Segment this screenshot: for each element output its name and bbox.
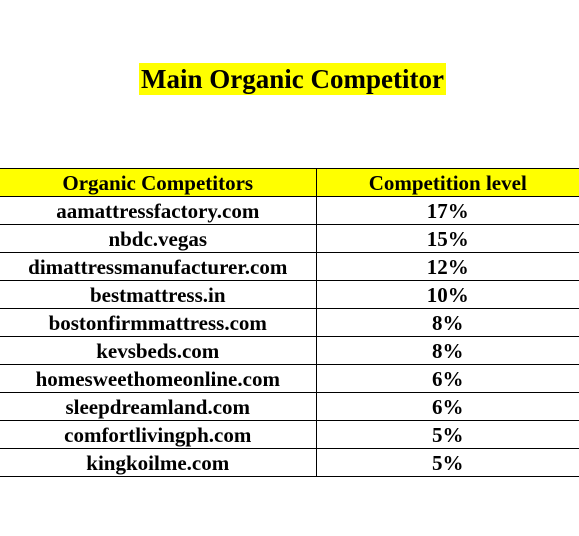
- competitor-domain: bostonfirmmattress.com: [0, 308, 317, 337]
- competitor-domain: nbdc.vegas: [0, 224, 317, 253]
- competition-level: 10%: [315, 280, 579, 309]
- competition-level: 17%: [315, 196, 579, 225]
- table-row: sleepdreamland.com 6%: [0, 392, 579, 421]
- table-row: comfortlivingph.com 5%: [0, 420, 579, 449]
- competitor-domain: homesweethomeonline.com: [0, 364, 317, 393]
- competitor-domain: kevsbeds.com: [0, 336, 317, 365]
- competitor-domain: sleepdreamland.com: [0, 392, 317, 421]
- table-row: bestmattress.in 10%: [0, 280, 579, 309]
- table-row: dimattressmanufacturer.com 12%: [0, 252, 579, 281]
- page-title: Main Organic Competitor: [139, 63, 446, 95]
- competition-level: 15%: [315, 224, 579, 253]
- table-row: kingkoilme.com 5%: [0, 448, 579, 477]
- competition-level: 6%: [315, 392, 579, 421]
- title-container: Main Organic Competitor: [0, 63, 579, 95]
- header-competition-level: Competition level: [315, 168, 579, 197]
- table-row: aamattressfactory.com 17%: [0, 196, 579, 225]
- competitor-domain: aamattressfactory.com: [0, 196, 317, 225]
- competitor-domain: bestmattress.in: [0, 280, 317, 309]
- competition-level: 6%: [315, 364, 579, 393]
- competitors-table: Organic Competitors Competition level aa…: [0, 168, 579, 477]
- table-row: kevsbeds.com 8%: [0, 336, 579, 365]
- competitor-domain: kingkoilme.com: [0, 448, 317, 477]
- competition-level: 8%: [315, 336, 579, 365]
- competition-level: 8%: [315, 308, 579, 337]
- competitor-domain: comfortlivingph.com: [0, 420, 317, 449]
- table-header-row: Organic Competitors Competition level: [0, 168, 579, 197]
- table-row: bostonfirmmattress.com 8%: [0, 308, 579, 337]
- competition-level: 12%: [315, 252, 579, 281]
- header-organic-competitors: Organic Competitors: [0, 168, 317, 197]
- competition-level: 5%: [315, 420, 579, 449]
- competition-level: 5%: [315, 448, 579, 477]
- competitor-domain: dimattressmanufacturer.com: [0, 252, 317, 281]
- table-row: homesweethomeonline.com 6%: [0, 364, 579, 393]
- table-row: nbdc.vegas 15%: [0, 224, 579, 253]
